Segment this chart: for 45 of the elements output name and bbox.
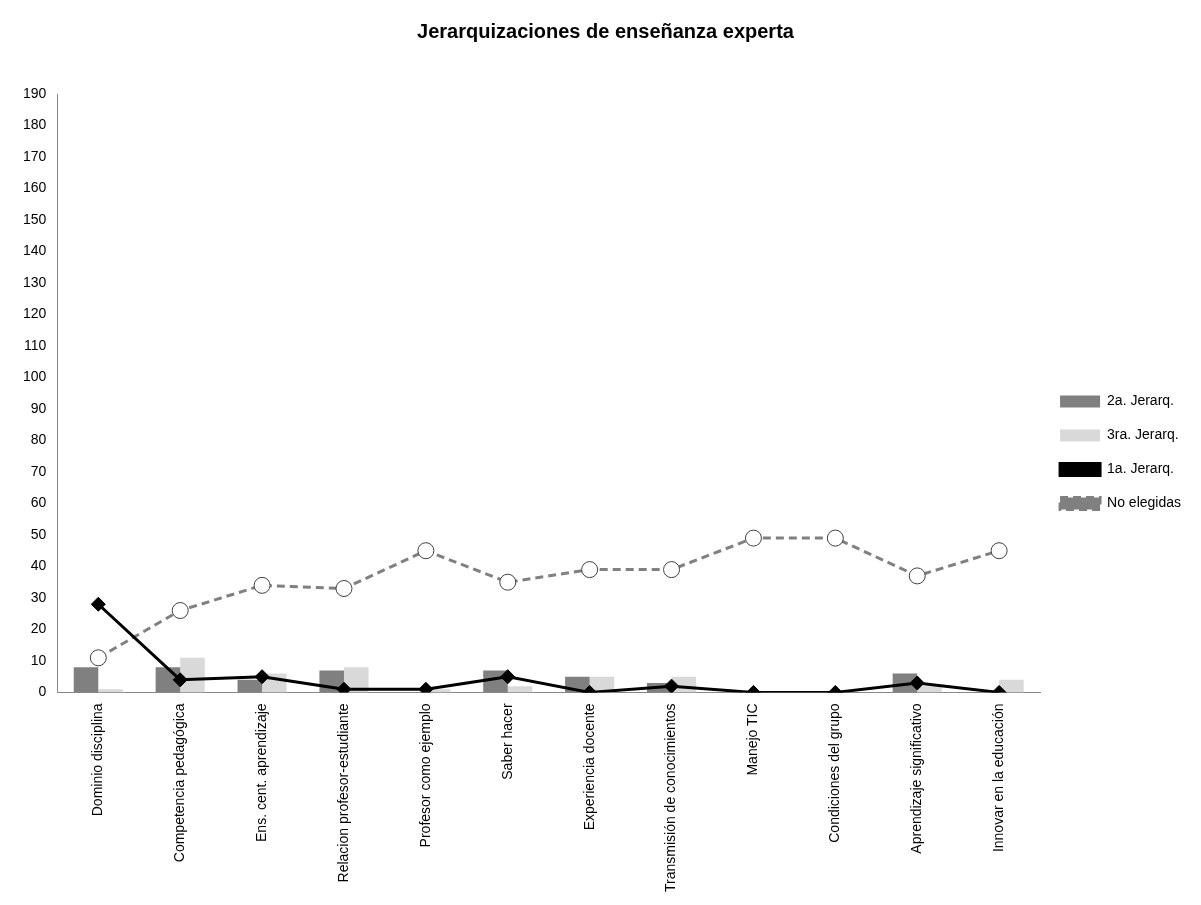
x-tick-label: Transmisión de conocimientos — [662, 703, 679, 892]
bar — [98, 689, 123, 693]
point — [254, 669, 270, 685]
point — [500, 669, 516, 685]
point — [172, 672, 188, 688]
x-tick-label: Aprendizaje significativo — [908, 703, 925, 854]
legend-label: 3ra. Jerarq. — [1107, 426, 1179, 443]
x-tick-label: Competencia pedagógica — [171, 703, 188, 863]
x-tick-label: Innovar en la educación — [989, 703, 1006, 853]
legend-label: 2a. Jerarq. — [1107, 392, 1174, 409]
y-tick-label: 10 — [30, 651, 47, 668]
y-tick-label: 0 — [38, 683, 47, 700]
point — [664, 678, 680, 693]
y-tick-label: 190 — [23, 84, 47, 101]
legend-label: No elegidas — [1107, 494, 1181, 511]
x-tick-label: Ens. cent. aprendizaje — [252, 703, 269, 842]
y-tick-label: 100 — [23, 368, 47, 385]
y-tick-label: 180 — [23, 116, 47, 133]
x-tick-label: Condiciones del grupo — [826, 703, 843, 843]
y-tick-label: 150 — [23, 210, 47, 227]
y-tick-label: 130 — [23, 273, 47, 290]
x-tick-label: Profesor como ejemplo — [416, 703, 433, 848]
x-tick-label: Saber hacer — [498, 703, 515, 780]
y-tick-label: 140 — [23, 242, 47, 259]
x-tick-label: Relacion profesor-estudiante — [334, 703, 351, 883]
legend-label: 1a. Jerarq. — [1107, 460, 1174, 477]
chart-title: Jerarquizaciones de enseñanza experta — [417, 19, 795, 42]
y-tick-label: 20 — [30, 620, 47, 637]
x-tick-label: Experiencia docente — [580, 703, 597, 831]
y-tick-label: 90 — [30, 399, 47, 416]
bar — [507, 686, 533, 693]
point — [90, 596, 106, 612]
y-tick-label: 40 — [30, 557, 47, 574]
x-tick-label: Dominio disciplina — [89, 703, 106, 817]
y-tick-label: 60 — [30, 494, 47, 511]
y-tick-label: 50 — [30, 525, 47, 542]
point — [909, 675, 925, 691]
y-tick-label: 170 — [23, 147, 47, 164]
x-tick-label: Manejo TIC — [744, 703, 761, 776]
y-tick-label: 160 — [23, 179, 47, 196]
y-tick-label: 30 — [30, 588, 47, 605]
y-tick-label: 70 — [30, 462, 47, 479]
y-tick-label: 120 — [23, 305, 47, 322]
y-tick-label: 80 — [30, 431, 47, 448]
y-tick-label: 110 — [24, 336, 47, 353]
